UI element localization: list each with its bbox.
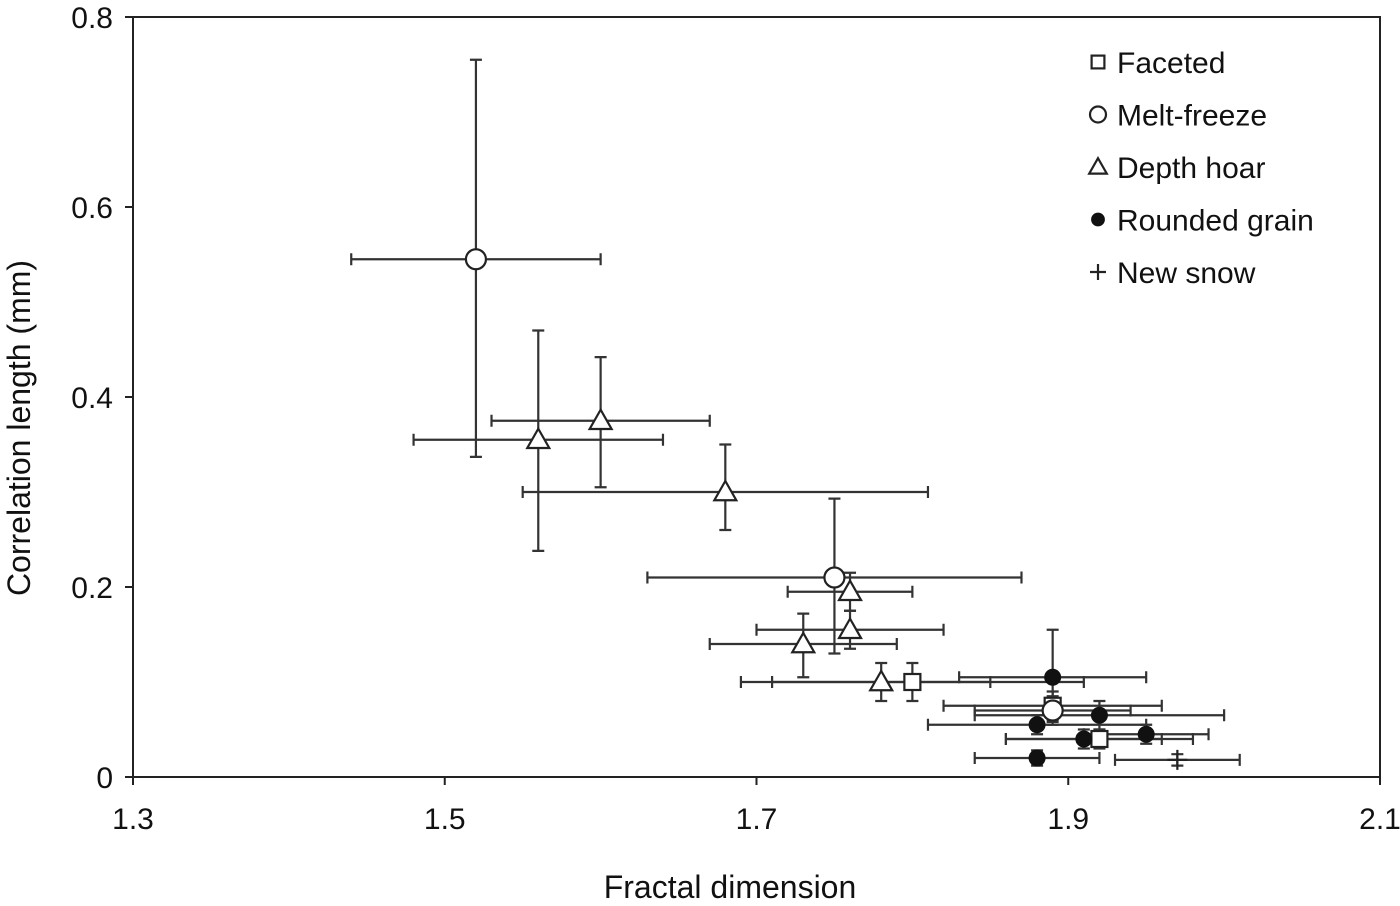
data-markers <box>464 248 1188 770</box>
legend-new-snow-label: New snow <box>1117 257 1256 290</box>
legend-melt-freeze-label: Melt-freeze <box>1117 100 1267 133</box>
legend-melt-freeze-marker <box>1088 105 1108 124</box>
legend-faceted-label: Faceted <box>1117 47 1225 80</box>
melt-freeze-point <box>823 566 846 589</box>
y-axis: 0 0.2 0.4 0.6 0.8 <box>71 2 133 795</box>
y-tick-label: 0.2 <box>71 572 113 605</box>
x-tick-label: 1.7 <box>736 803 778 836</box>
rounded-grain-point <box>1028 749 1046 767</box>
depth-hoar-point <box>837 578 863 602</box>
x-axis-label: Fractal dimension <box>604 869 857 905</box>
depth-hoar-point <box>525 426 552 450</box>
depth-hoar-point <box>790 630 817 654</box>
y-axis-label: Correlation length (mm) <box>1 260 37 596</box>
legend-faceted-marker <box>1090 54 1106 70</box>
depth-hoar-point <box>837 616 863 640</box>
rounded-grain-point <box>1044 668 1062 686</box>
faceted-point <box>1090 729 1109 749</box>
depth-hoar-point <box>587 407 614 431</box>
y-tick-label: 0.4 <box>71 382 113 415</box>
faceted-point <box>903 672 922 692</box>
x-tick-label: 1.9 <box>1047 803 1089 836</box>
rounded-grain-point <box>1137 725 1155 743</box>
error-bars <box>350 58 1241 767</box>
legend-depth-hoar-label: Depth hoar <box>1117 152 1265 185</box>
y-tick-label: 0.6 <box>71 192 113 225</box>
legend-depth-hoar-marker <box>1087 155 1109 175</box>
legend-new-snow-marker <box>1090 264 1106 280</box>
rounded-grain-point <box>1090 706 1108 724</box>
melt-freeze-point <box>464 248 488 271</box>
x-tick-label: 1.5 <box>424 803 466 836</box>
legend: Faceted Melt-freeze Depth hoar Rounded grai… <box>1087 47 1314 290</box>
depth-hoar-point <box>712 478 739 502</box>
legend-rounded-grain-label: Rounded grain <box>1117 205 1314 238</box>
rounded-grain-point <box>1028 716 1046 734</box>
melt-freeze-point <box>1041 699 1064 722</box>
depth-hoar-point <box>868 668 895 692</box>
legend-rounded-grain-marker <box>1091 212 1105 227</box>
y-tick-label: 0 <box>96 762 113 795</box>
new-snow-point <box>1167 749 1188 770</box>
x-tick-label: 1.3 <box>112 803 154 836</box>
x-axis: 1.3 1.5 1.7 1.9 2.1 <box>112 777 1400 836</box>
rounded-grain-point <box>1075 730 1093 748</box>
y-tick-label: 0.8 <box>71 2 113 35</box>
x-tick-label: 2.1 <box>1359 803 1400 836</box>
